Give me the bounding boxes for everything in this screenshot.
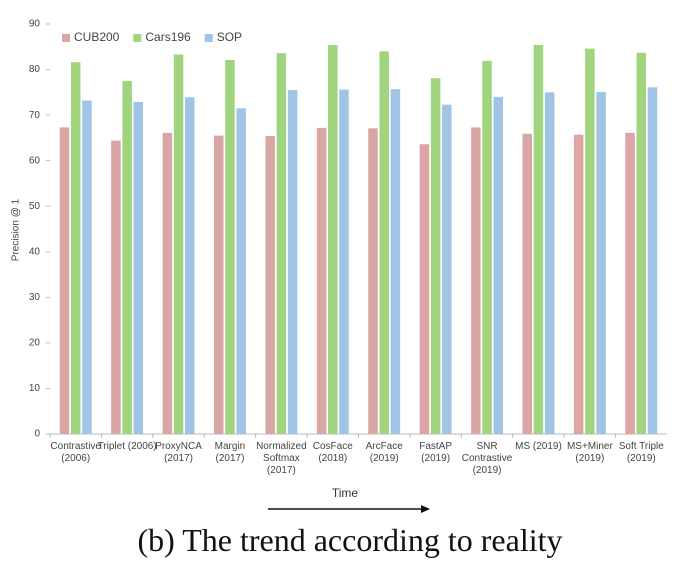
bar: [573, 134, 584, 434]
y-tick-label: 30: [29, 292, 41, 303]
legend-label: SOP: [217, 30, 242, 44]
x-tick-label: Contrastive (2006): [50, 441, 101, 464]
bar: [585, 48, 595, 434]
bar: [276, 53, 287, 435]
bar: [379, 51, 389, 434]
bar: [82, 100, 92, 435]
y-tick-label: 0: [34, 429, 40, 440]
x-tick-label: FastAP (2019): [419, 441, 453, 464]
bar: [625, 132, 635, 434]
x-tick-label: MS (2019): [515, 441, 562, 452]
bar: [430, 78, 441, 434]
bar: [482, 60, 492, 435]
legend-swatch: [62, 34, 70, 42]
bar: [184, 97, 195, 434]
bar: [368, 128, 378, 435]
bar: [442, 104, 452, 434]
bar: [493, 96, 503, 434]
y-tick-label: 50: [29, 201, 41, 212]
bar: [339, 89, 349, 434]
bar: [162, 132, 173, 434]
bar: [390, 89, 401, 435]
y-axis-label: Precision @ 1: [11, 198, 22, 261]
x-tick-label: Normalized Softmax (2017): [256, 441, 307, 476]
bar: [133, 101, 144, 435]
x-tick-label: MS+Miner (2019): [566, 441, 613, 464]
legend-swatch: [133, 34, 142, 42]
x-tick-label: CosFace (2018): [312, 441, 353, 464]
y-tick-label: 60: [29, 155, 41, 166]
bar: [70, 62, 81, 435]
y-tick-label: 80: [29, 64, 41, 75]
y-tick-label: 90: [29, 19, 41, 30]
bar: [647, 87, 658, 435]
bar: [533, 44, 544, 434]
bar: [328, 44, 338, 434]
bar: [225, 59, 235, 434]
bar: [636, 52, 647, 434]
y-tick-label: 10: [29, 383, 41, 394]
y-tick-label: 40: [29, 246, 41, 257]
x-tick-label: Triplet (2006): [97, 441, 157, 452]
x-axis-label: Time: [331, 486, 359, 500]
legend-label: CUB200: [74, 30, 120, 44]
bar: [419, 144, 430, 434]
bar: [265, 136, 275, 435]
bar: [236, 108, 246, 435]
legend-swatch: [204, 34, 213, 42]
x-tick-label: Soft Triple (2019): [618, 441, 664, 464]
y-tick-label: 20: [29, 338, 41, 349]
bar: [287, 90, 298, 435]
bar: [544, 92, 555, 434]
bar: [214, 135, 224, 434]
y-tick-label: 70: [29, 110, 41, 121]
bar: [596, 91, 606, 434]
legend-label: Cars196: [145, 30, 191, 44]
x-tick-label: SNR Contrastive (2019): [461, 441, 513, 476]
bar: [173, 54, 184, 435]
bar: [316, 127, 327, 434]
bar: [59, 127, 70, 435]
bar: [122, 80, 132, 434]
bar: [471, 127, 481, 435]
bar: [522, 133, 533, 435]
caption: (b) The trend according to reality: [137, 522, 563, 558]
x-tick-label: ArcFace (2019): [365, 441, 403, 464]
bar: [111, 140, 121, 434]
x-tick-label: ProxyNCA (2017): [155, 441, 202, 464]
time-arrow-head: [421, 505, 430, 513]
x-tick-label: Margin (2017): [214, 441, 246, 464]
